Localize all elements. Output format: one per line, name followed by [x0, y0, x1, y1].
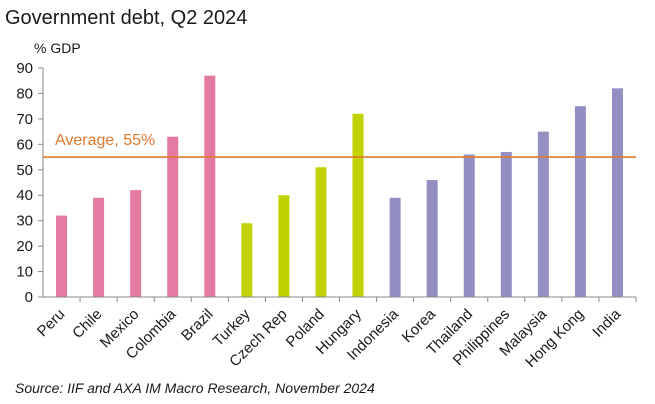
bar-philippines [500, 151, 512, 297]
bar-czech-rep [278, 195, 290, 297]
bar-peru [56, 215, 68, 297]
x-tick-label: Peru [34, 306, 68, 340]
bar-colombia [167, 136, 179, 297]
bar-korea [426, 179, 438, 297]
x-axis-labels: Peru ChileMexicoColombiaBrazilTurkeyCzech… [34, 297, 637, 371]
bar-turkey [241, 223, 253, 297]
y-tick-label: 50 [16, 162, 33, 179]
bar-chile [93, 197, 105, 297]
source-note: Source: IIF and AXA IM Macro Research, N… [15, 380, 375, 396]
y-tick-label: 20 [16, 238, 33, 255]
chart-title: Government debt, Q2 2024 [5, 7, 247, 29]
average-reference-label: Average, 55% [55, 132, 155, 149]
bar-india [611, 88, 623, 297]
bar-hong-kong [574, 106, 586, 298]
y-tick-label: 40 [16, 187, 33, 204]
y-axis-unit-label: % GDP [34, 40, 81, 56]
x-tick-label: India [589, 305, 624, 340]
bar-malaysia [537, 131, 549, 297]
y-tick-label: 30 [16, 213, 33, 230]
bar-brazil [204, 75, 216, 297]
y-tick-label: 80 [16, 85, 33, 102]
y-tick-label: 90 [16, 60, 33, 77]
bar-thailand [463, 154, 475, 297]
bar-hungary [352, 113, 364, 297]
bar-indonesia [389, 197, 401, 297]
y-tick-label: 0 [25, 289, 33, 306]
bar-poland [315, 167, 327, 297]
y-axis-ticks: 0 10 20 30 40 50 60 70 80 90 [16, 60, 43, 306]
y-tick-label: 70 [16, 111, 33, 128]
bar-series [56, 75, 623, 298]
y-tick-label: 60 [16, 136, 33, 153]
bar-mexico [130, 190, 142, 297]
y-tick-label: 10 [16, 264, 33, 281]
